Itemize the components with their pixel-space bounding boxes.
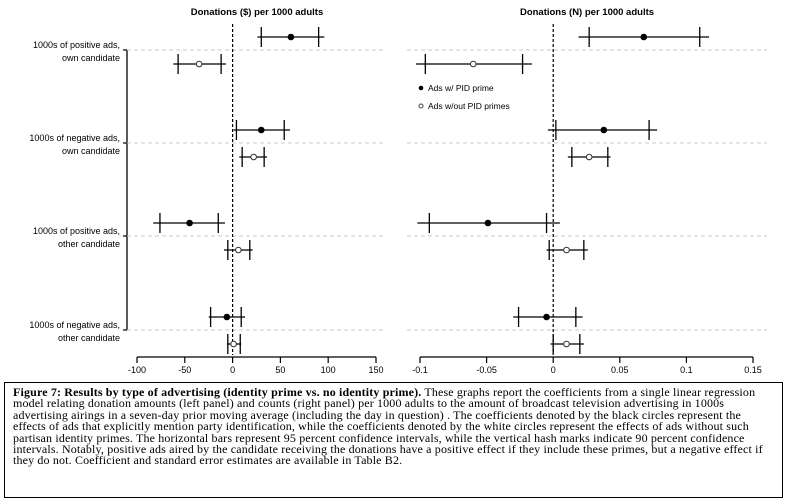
estimate-point-open (195, 60, 203, 68)
x-tick-label: -100 (128, 365, 146, 375)
caption-line: Figure 7: Results by type of advertising… (13, 385, 782, 399)
estimate-point-open (563, 340, 570, 348)
x-tick-label: -50 (178, 365, 191, 375)
estimate-point-open (563, 246, 570, 254)
legend-marker-open (418, 103, 424, 109)
x-tick-label: 0.1 (680, 365, 693, 375)
chart-title: Donations ($) per 1000 adults (191, 7, 324, 18)
category-label: 1000s of negative ads, (29, 320, 120, 330)
x-tick-label: 0.05 (611, 365, 629, 375)
estimate-point-filled (600, 126, 608, 134)
x-tick-label: 150 (368, 365, 383, 375)
estimate-point-open (469, 60, 477, 68)
estimate-point-filled (223, 313, 231, 321)
caption-title: Figure 7: Results by type of advertising… (13, 385, 422, 399)
caption-line: advertising airings in a seven-day prior… (13, 407, 742, 422)
x-tick-label: 0 (551, 365, 556, 375)
x-tick-label: -0.05 (476, 365, 497, 375)
category-label: 1000s of positive ads, (33, 226, 120, 236)
x-tick-label: 0.15 (744, 365, 762, 375)
legend-marker-filled (418, 85, 424, 91)
estimate-point-filled (484, 219, 492, 227)
category-label: own candidate (62, 146, 120, 156)
x-tick-label: 100 (321, 365, 336, 375)
estimate-point-filled (287, 33, 295, 41)
caption-text: These graphs report the coefficients fro… (421, 385, 756, 399)
legend-label: Ads w/ PID prime (428, 83, 494, 93)
category-label: other candidate (58, 239, 120, 249)
x-tick-label: 0 (230, 365, 235, 375)
category-label: own candidate (62, 53, 120, 63)
estimate-point-open (230, 340, 237, 348)
caption-line: they do not. Coefficient and standard er… (13, 453, 403, 468)
estimate-point-filled (186, 219, 193, 227)
caption-line: model relating donation amounts (left pa… (13, 396, 725, 411)
estimate-point-open (585, 153, 593, 161)
estimate-point-filled (543, 313, 550, 321)
coefficient-plots: 1000s of positive ads, own candidate 1000s… (29, 7, 767, 375)
estimate-point-open (235, 246, 242, 254)
legend-label: Ads w/out PID primes (428, 101, 510, 111)
category-label: other candidate (58, 333, 120, 343)
estimate-point-filled (640, 33, 648, 41)
caption-line: intervals. Notably, positive ads aired b… (13, 442, 763, 457)
estimate-point-open (250, 153, 257, 161)
chart-title: Donations (N) per 1000 adults (520, 7, 654, 18)
figure-caption: Figure 7: Results by type of advertising… (4, 382, 783, 498)
category-label: 1000s of positive ads, (33, 40, 120, 50)
caption-line: partisan identity primes. The horizontal… (13, 430, 745, 445)
caption-line: effects of ads that explicitly mention p… (13, 419, 749, 434)
estimate-point-filled (257, 126, 265, 134)
x-tick-label: 50 (275, 365, 285, 375)
category-label: 1000s of negative ads, (29, 133, 120, 143)
x-tick-label: -0.1 (412, 365, 428, 375)
